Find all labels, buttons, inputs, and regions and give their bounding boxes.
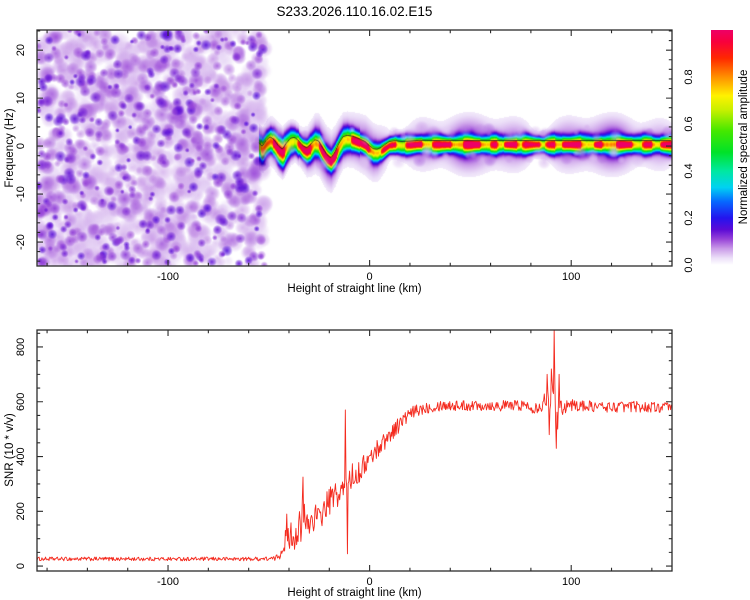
colorbar-tick-label: 0.8	[683, 69, 695, 84]
snr-ytick-label: 0	[15, 563, 27, 569]
spectrogram-ytick-label: 10	[15, 92, 27, 104]
snr-ytick-label: 200	[15, 502, 27, 520]
snr-xtick-label: 0	[367, 576, 373, 588]
spectrogram-xtick-label: 100	[562, 271, 580, 283]
colorbar-tick-label: 0.0	[683, 257, 695, 272]
snr-ytick-label: 600	[15, 393, 27, 411]
snr-line	[36, 329, 673, 562]
colorbar-tick-label: 0.4	[683, 163, 695, 178]
colorbar-tick-label: 0.6	[683, 116, 695, 131]
spectrogram-xaxis-label: Height of straight line (km)	[287, 283, 422, 295]
snr-xtick-label: -100	[157, 576, 179, 588]
spectrogram-ytick-label: -10	[15, 186, 27, 202]
snr-xtick-label: 100	[562, 576, 580, 588]
snr-frame	[36, 329, 673, 572]
spectrogram-canvas	[37, 30, 672, 266]
spectrogram-ytick-label: 20	[15, 44, 27, 56]
spectrogram-frame	[36, 29, 673, 267]
spectrogram-ytick-label: -20	[15, 234, 27, 250]
snr-ytick-label: 400	[15, 447, 27, 465]
figure-title: S233.2026.110.16.02.E15	[276, 4, 433, 19]
spectrogram-ticks	[37, 30, 672, 266]
colorbar-gradient	[711, 30, 733, 265]
snr-ticks	[37, 330, 672, 571]
spectrogram-xtick-label: -100	[157, 271, 179, 283]
spectrogram-xtick-label: 0	[367, 271, 373, 283]
colorbar-tick-label: 0.2	[683, 210, 695, 225]
snr-xaxis-label: Height of straight line (km)	[287, 587, 422, 599]
spectrogram-ytick-label: 0	[15, 143, 27, 149]
snr-ytick-label: 800	[15, 338, 27, 356]
